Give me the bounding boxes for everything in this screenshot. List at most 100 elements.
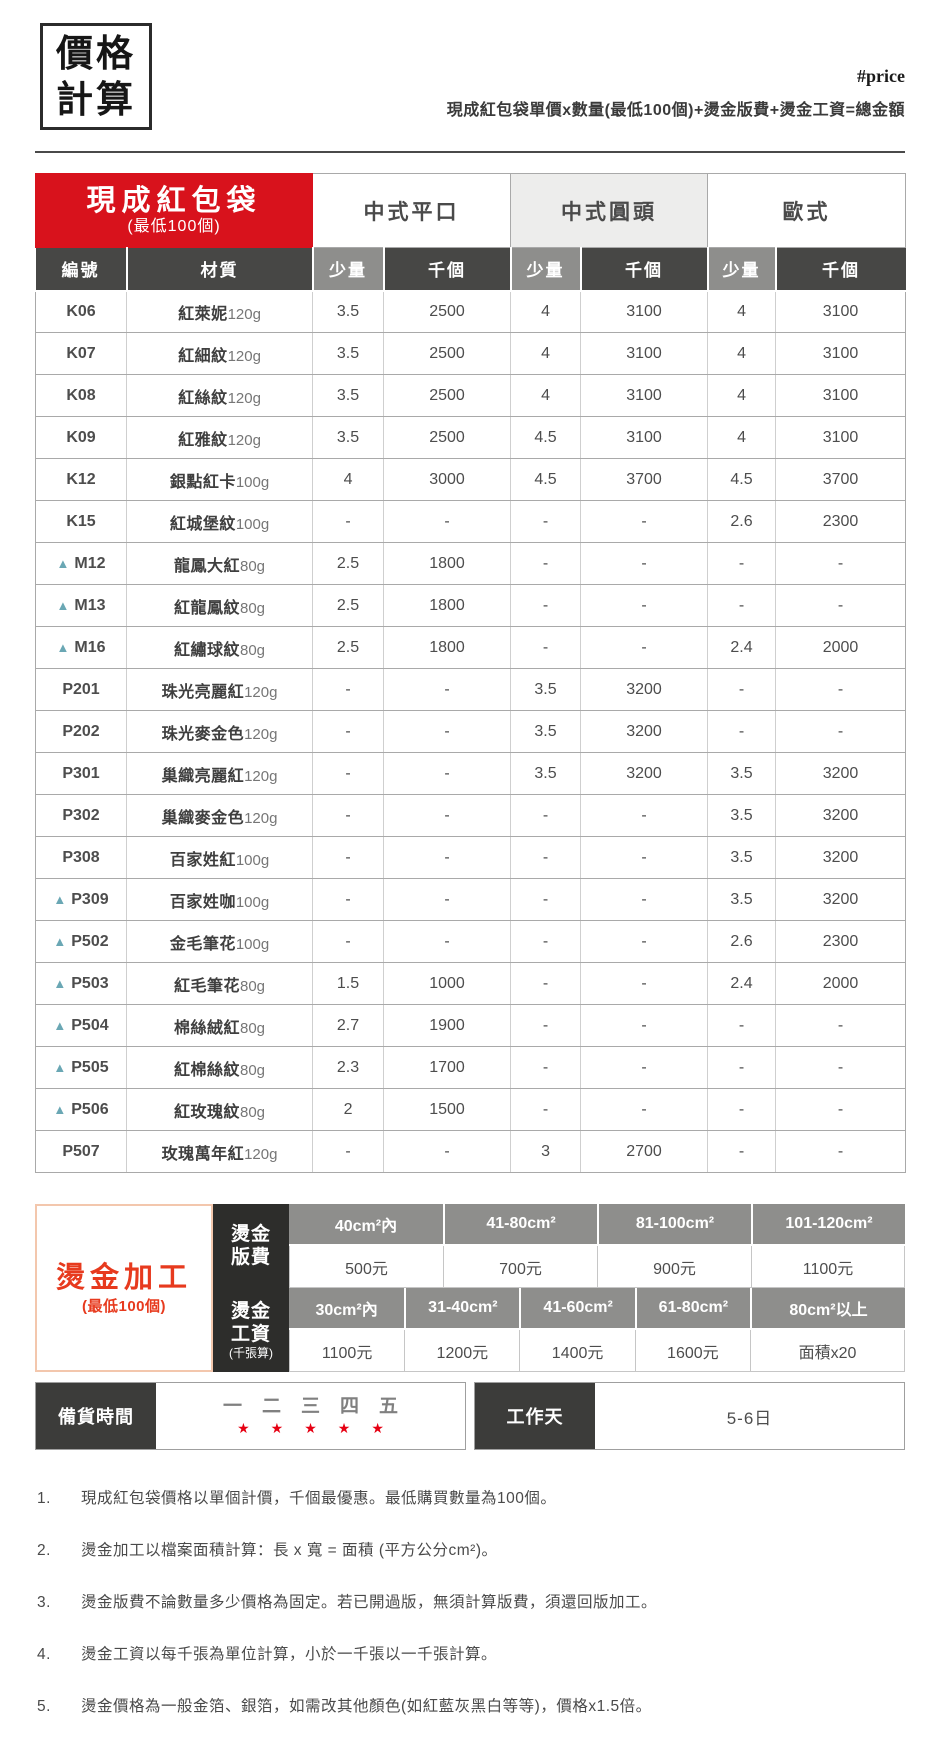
wage-price-value: 1600元 [634,1330,750,1372]
row-value-flat-thousand: 3000 [383,458,512,501]
star-icon: ★ [304,1420,317,1436]
row-value-euro-small: - [707,542,777,585]
row-code: P202 [62,722,100,740]
weekday-label: 三 [300,1396,320,1417]
plate-price-value: 500元 [289,1246,443,1288]
stamp-wage-headers: 30cm²內 31-40cm² 41-60cm² 61-80cm² 80cm²以上 [289,1288,905,1330]
category-european: 歐式 [707,173,907,248]
logo-box: 價格 計算 [40,23,152,130]
row-value-euro-small: - [707,668,777,711]
row-code: K15 [66,512,96,530]
row-value-flat-thousand: 2500 [383,416,512,459]
row-weight: 120g [244,683,278,701]
row-weight: 80g [240,1019,266,1037]
row-code: M13 [74,596,106,614]
row-value-euro-small: - [707,1046,777,1089]
row-code: P502 [71,932,109,950]
row-value-flat-thousand: - [383,794,512,837]
row-value-euro-thousand: - [775,542,907,585]
product-subtitle: (最低100個) [127,218,221,235]
row-value-flat-small: 2 [312,1088,385,1131]
note-text: 燙金加工以檔案面積計算：長 x 寬 = 面積 (平方公分cm²)。 [81,1542,498,1559]
category-chinese-round: 中式圓頭 [510,173,709,248]
row-value-euro-small: - [707,1088,777,1131]
row-value-round-small: - [510,584,582,627]
row-value-flat-small: - [312,878,385,921]
row-value-euro-small: 4 [707,416,777,459]
table-row: K06 紅萊妮120g 3.5 2500 4 3100 4 3100 [35,290,907,333]
note-item: 2. 燙金加工以檔案面積計算：長 x 寬 = 面積 (平方公分cm²)。 [37,1540,905,1562]
row-value-round-small: 4 [510,290,582,333]
plate-fee-label: 燙金 版費 [213,1204,289,1288]
col-header-code: 編號 [35,247,127,292]
row-value-flat-thousand: - [383,668,512,711]
row-material: 紅毛筆花 [173,977,240,995]
row-material: 紅萊妮 [178,305,228,323]
row-value-round-thousand: - [580,1004,709,1047]
row-value-round-small: - [510,794,582,837]
table-row: ▲ P505 紅棉絲紋80g 2.3 1700 - - - - [35,1046,907,1089]
row-material: 珠光麥金色 [161,725,245,743]
row-value-flat-small: - [312,794,385,837]
row-value-round-small: - [510,920,582,963]
star-icon: ★ [371,1420,384,1436]
row-value-round-thousand: - [580,878,709,921]
note-text: 燙金價格為一般金箔、銀箔，如需改其他顏色(如紅藍灰黑白等等)，價格x1.5倍。 [81,1698,652,1715]
row-value-round-small: - [510,1046,582,1089]
row-material: 紅龍鳳紋 [173,599,240,617]
row-value-flat-small: 3.5 [312,290,385,333]
row-value-round-small: 4 [510,374,582,417]
row-value-flat-small: - [312,920,385,963]
col-header-per-thousand: 千個 [579,247,708,292]
row-material: 巢織麥金色 [161,809,245,827]
row-value-euro-thousand: 2000 [775,626,907,669]
table-row: P202 珠光麥金色120g - - 3.5 3200 - - [35,710,907,753]
row-code: P507 [62,1142,100,1160]
note-number: 3. [37,1594,51,1611]
note-number: 1. [37,1490,51,1507]
foil-title: 燙金加工 [55,1261,192,1294]
row-value-flat-thousand: - [383,710,512,753]
row-value-flat-thousand: 2500 [383,374,512,417]
wage-price-value: 1200元 [404,1330,520,1372]
wage-price-value: 面積x20 [749,1330,905,1372]
row-material: 紅細紋 [178,347,228,365]
note-number: 4. [37,1646,51,1663]
row-code: K07 [66,344,96,362]
row-value-round-thousand: - [580,920,709,963]
note-item: 4. 燙金工資以每千張為單位計算，小於一千張以一千張計算。 [37,1644,905,1666]
triangle-marker-icon: ▲ [53,892,67,907]
table-row: ▲ M12 龍鳳大紅80g 2.5 1800 - - - - [35,542,907,585]
row-value-flat-thousand: - [383,878,512,921]
row-material: 紅城堡紋 [169,515,236,533]
row-weight: 80g [240,1103,266,1121]
row-value-euro-small: 3.5 [707,794,777,837]
table-row: ▲ M16 紅繡球紋80g 2.5 1800 - - 2.4 2000 [35,626,907,669]
row-value-flat-small: 3.5 [312,374,385,417]
row-value-euro-thousand: 3100 [775,374,907,417]
star-icon: ★ [270,1420,284,1436]
table-row: ▲ P504 棉絲絨紅80g 2.7 1900 - - - - [35,1004,907,1047]
col-header-per-thousand: 千個 [382,247,511,292]
note-item: 1. 現成紅包袋價格以單個計價，千個最優惠。最低購買數量為100個。 [37,1488,905,1510]
star-icon: ★ [237,1420,250,1436]
triangle-marker-icon: ▲ [53,1060,67,1075]
row-weight: 80g [240,977,266,995]
row-value-flat-thousand: 1700 [383,1046,512,1089]
row-value-flat-small: 3.5 [312,332,385,375]
col-header-material: 材質 [125,247,313,292]
note-item: 3. 燙金版費不論數量多少價格為固定。若已開過版，無須計算版費，須還回版加工。 [37,1592,905,1614]
row-value-round-thousand: - [580,500,709,543]
note-number: 2. [37,1542,51,1559]
row-value-flat-small: - [312,710,385,753]
row-value-euro-thousand: - [775,668,907,711]
row-code: P309 [71,890,109,908]
triangle-marker-icon: ▲ [53,976,67,991]
price-table-body: 現成紅包袋 (最低100個) 中式平口 中式圓頭 歐式 編號 材質 少量 千個 … [34,173,907,1173]
schedule-row: 備貨時間 一二三四五 ★ ★ ★ ★ ★ 工作天 5-6日 [35,1382,905,1450]
wage-size-header: 30cm²內 [289,1288,405,1330]
row-weight: 120g [244,725,278,743]
row-value-round-thousand: 3100 [580,290,709,333]
category-chinese-flat: 中式平口 [312,173,512,248]
weekday-list: 一二三四五 [223,1396,398,1417]
